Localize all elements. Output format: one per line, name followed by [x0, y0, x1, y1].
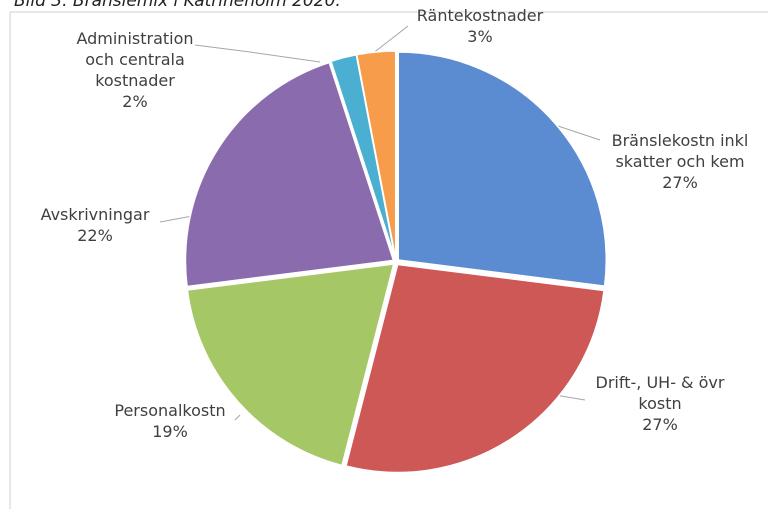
category-name: Bränslekostn inkl skatter och kem [611, 131, 749, 171]
category-name: Räntekostnader [416, 6, 544, 25]
category-name: Avskrivningar [40, 205, 150, 224]
slice-label: Drift-, UH- & övr kostn 27% [580, 372, 740, 435]
pie-slice [345, 263, 605, 474]
slice-label: Bränslekostn inkl skatter och kem 27% [605, 130, 755, 193]
value-label: 19% [152, 422, 188, 441]
slice-label: Räntekostnader 3% [405, 5, 555, 47]
pie-slice [184, 61, 395, 288]
value-label: 27% [642, 415, 678, 434]
pie-slice [397, 51, 607, 287]
category-name: Administration och centrala kostnader [76, 29, 194, 90]
value-label: 2% [122, 92, 148, 111]
category-name: Personalkostn [114, 401, 226, 420]
pie-slice [186, 263, 395, 467]
value-label: 22% [77, 226, 113, 245]
value-label: 27% [662, 173, 698, 192]
pie-slice [355, 50, 397, 260]
slice-label: Personalkostn 19% [95, 400, 245, 442]
chart-title: Bild 3. Bränslemix i Katrineholm 2020. [14, 0, 341, 11]
slice-label: Administration och centrala kostnader 2% [60, 28, 210, 112]
slice-label: Avskrivningar 22% [25, 204, 165, 246]
value-label: 3% [467, 27, 493, 46]
category-name: Drift-, UH- & övr kostn [595, 373, 725, 413]
